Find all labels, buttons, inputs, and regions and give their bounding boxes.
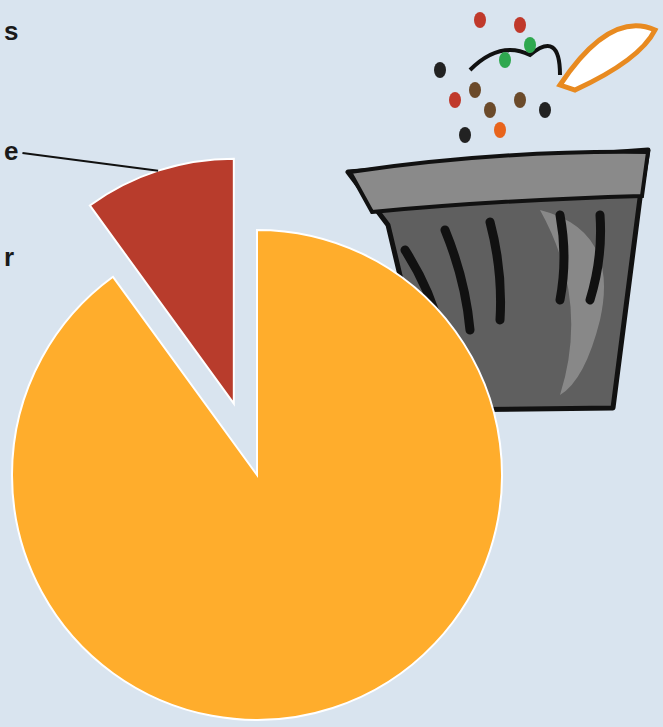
food-crumb — [449, 92, 461, 108]
annotation: r — [4, 242, 14, 272]
food-crumb — [434, 62, 446, 78]
pie-slice — [12, 230, 502, 720]
slice-label: e — [4, 136, 18, 166]
food-crumb — [514, 92, 526, 108]
can-groove — [560, 215, 564, 300]
background — [0, 0, 663, 727]
noodle — [470, 46, 560, 75]
food-crumb — [514, 17, 526, 33]
food-icon — [434, 12, 655, 143]
food-crumb — [494, 122, 506, 138]
chart: e s r — [0, 0, 663, 727]
can-rim — [350, 152, 648, 212]
food-crumb — [459, 127, 471, 143]
pie — [12, 159, 502, 720]
food-crumb — [524, 37, 536, 53]
can-groove — [490, 222, 501, 320]
food-crumb — [539, 102, 551, 118]
can-shine — [540, 210, 604, 395]
can-groove — [590, 215, 601, 300]
food-crumb — [474, 12, 486, 28]
can-groove — [445, 230, 470, 330]
leader-line — [22, 153, 158, 171]
annotation: s — [4, 16, 18, 46]
spoon — [560, 26, 655, 90]
food-crumb — [469, 82, 481, 98]
food-crumb — [499, 52, 511, 68]
food-crumb — [484, 102, 496, 118]
